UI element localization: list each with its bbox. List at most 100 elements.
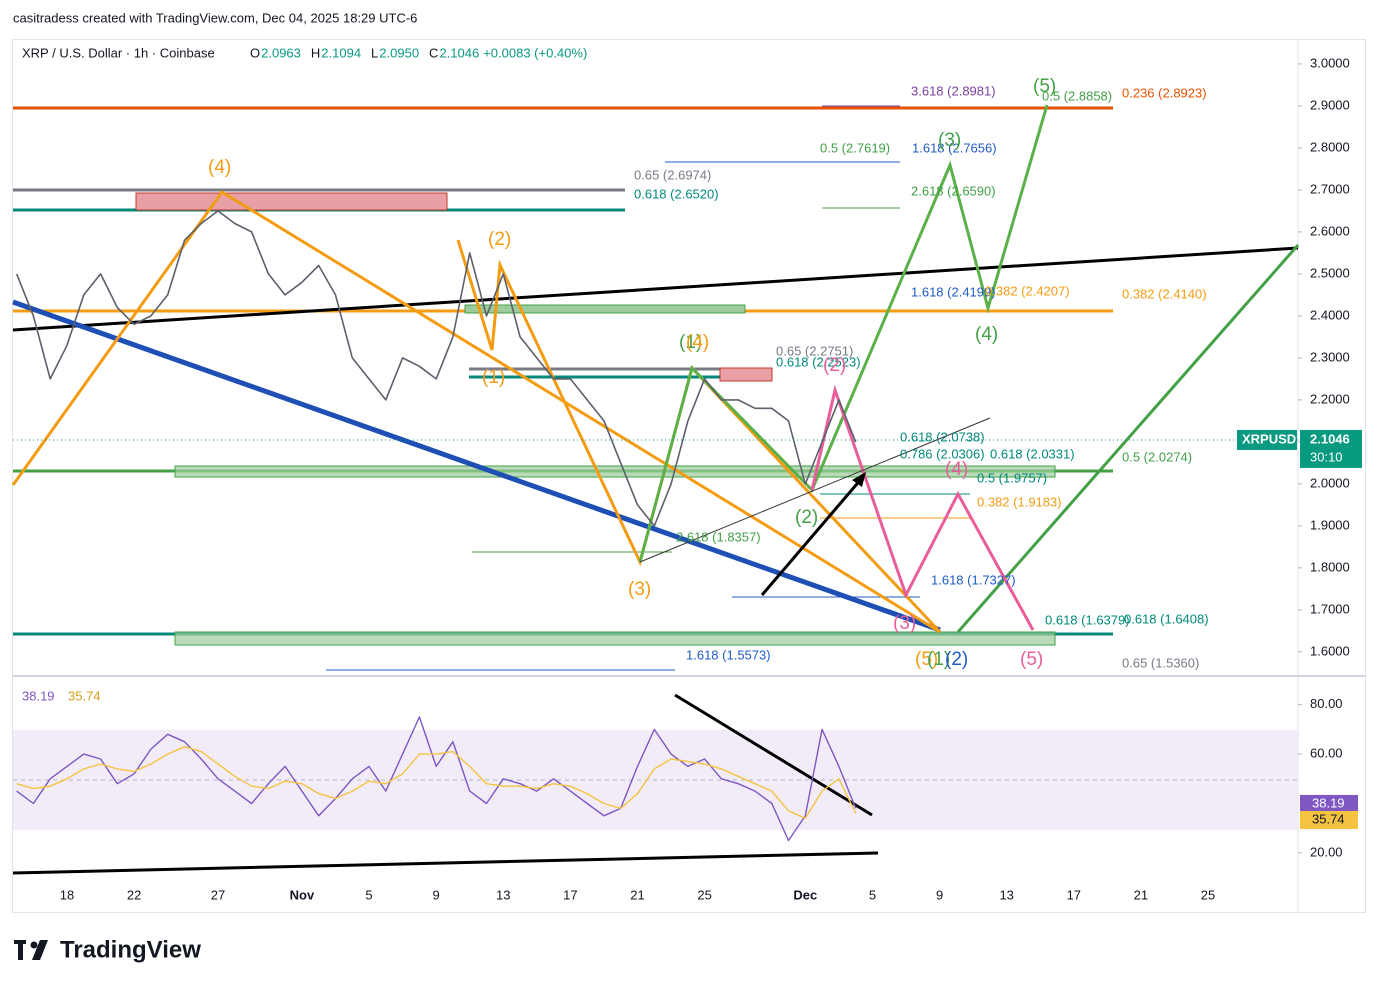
- y-tick-label: 80.00: [1310, 696, 1343, 711]
- y-tick-label: 2.8000: [1310, 139, 1350, 154]
- wave-label: (2): [823, 355, 846, 376]
- wave-label: (4): [945, 459, 968, 480]
- zone-box: [719, 367, 773, 382]
- y-tick-label: 2.3000: [1310, 349, 1350, 364]
- trend-line: [12, 299, 941, 633]
- y-tick-label: 2.7000: [1310, 181, 1350, 196]
- fib-label: 3.618 (2.8981): [911, 83, 996, 98]
- fib-label: 1.618 (2.4199): [911, 284, 996, 299]
- wave-label: (3): [938, 130, 961, 151]
- drawings: [11, 104, 1300, 875]
- x-tick-label: 13: [999, 887, 1013, 902]
- change: +0.0083 (+0.40%): [483, 45, 587, 60]
- wave-label: (4): [208, 157, 231, 178]
- x-tick-label: 22: [127, 887, 141, 902]
- credit: casitradess created with TradingView.com…: [13, 10, 417, 25]
- wave-label: (1): [482, 367, 505, 388]
- y-tick-label: 1.9000: [1310, 517, 1350, 532]
- zone-box: [174, 631, 1056, 646]
- brand: TradingView: [60, 936, 201, 963]
- fib-label: 1.618 (1.7327): [931, 572, 1016, 587]
- chart-frame: [12, 39, 1366, 913]
- x-tick-label: 17: [563, 887, 577, 902]
- price-tag: [1300, 429, 1362, 468]
- y-tick-label: 2.2000: [1310, 391, 1350, 406]
- y-tick-label: 1.7000: [1310, 601, 1350, 616]
- y-tick-label: 2.4000: [1310, 307, 1350, 322]
- trend-line: [12, 851, 879, 875]
- logo-mark: [30, 941, 38, 949]
- wave-label: (4): [975, 324, 998, 345]
- wave-label: (4): [686, 332, 709, 353]
- ohlc-key: O: [250, 45, 260, 60]
- rsi-line: [16, 746, 857, 819]
- y-tick-label: 2.0000: [1310, 475, 1350, 490]
- fib-label: 0.786 (2.0306): [900, 446, 985, 461]
- fib-label: 0.5 (2.8858): [1042, 88, 1112, 103]
- wave-label: (2): [795, 507, 818, 528]
- arrow-head: [852, 472, 866, 487]
- x-tick-label: 5: [869, 887, 876, 902]
- fib-label: 0.5 (2.0274): [1122, 449, 1192, 464]
- fib-label: 0.5 (2.7619): [820, 140, 890, 155]
- zone-box: [135, 192, 448, 211]
- symbol-tag-text: XRPUSD: [1242, 431, 1296, 446]
- rsi-tag: [1300, 810, 1358, 829]
- wave-label: (1): [679, 332, 702, 353]
- y-tick-label: 60.00: [1310, 746, 1343, 761]
- ohlc-value: 2.0963: [261, 45, 301, 60]
- fib-label: 1.618 (1.5573): [686, 647, 771, 662]
- rsi-legend-value: 38.19: [22, 688, 55, 703]
- logo-mark: [32, 940, 48, 960]
- fib-label: 0.618 (2.0331): [990, 446, 1075, 461]
- y-tick-label: 3.0000: [1310, 55, 1350, 70]
- fib-label: 0.65 (2.2751): [776, 343, 853, 358]
- fib-label: 0.618 (2.0738): [900, 429, 985, 444]
- x-tick-label: 9: [936, 887, 943, 902]
- wave-line: [638, 104, 1049, 563]
- y-tick-label: 2.5000: [1310, 265, 1350, 280]
- fib-label: 0.618 (1.6408): [1124, 611, 1209, 626]
- rsi-tag: [1300, 794, 1358, 813]
- trend-line: [674, 693, 873, 817]
- x-tick-label: 17: [1067, 887, 1081, 902]
- x-tick-label: 18: [60, 887, 74, 902]
- x-tick-label: 5: [365, 887, 372, 902]
- price-tag-text: 2.1046: [1310, 431, 1350, 446]
- x-tick-label: 25: [697, 887, 711, 902]
- rsi-legend-value: 35.74: [68, 688, 101, 703]
- zone-box: [464, 304, 746, 314]
- x-tick-label: Nov: [290, 887, 315, 902]
- y-tick-label: 1.6000: [1310, 643, 1350, 658]
- fib-label: 0.618 (1.6379): [1045, 612, 1130, 627]
- arrow: [760, 477, 864, 596]
- legend: XRP / U.S. Dollar · 1h · Coinbase O 2.096…: [22, 45, 587, 60]
- x-tick-label: 21: [1134, 887, 1148, 902]
- fib-label: 0.382 (2.4140): [1122, 286, 1207, 301]
- y-tick-label: 2.6000: [1310, 223, 1350, 238]
- wave-line: [11, 189, 941, 634]
- fib-label: 0.382 (2.4207): [985, 283, 1070, 298]
- channel-line: [639, 417, 991, 563]
- ohlc-key: H: [311, 45, 320, 60]
- wave-label: (2): [488, 229, 511, 250]
- fib-label: 0.65 (2.6974): [634, 167, 711, 182]
- fib-label: 1.618 (2.7656): [912, 140, 997, 155]
- ohlc-value: 2.1046: [439, 45, 479, 60]
- countdown: 30:10: [1310, 449, 1343, 464]
- ohlc-key: C: [429, 45, 438, 60]
- ohlc-key: L: [371, 45, 378, 60]
- logo-mark: [18, 940, 23, 960]
- x-tick-label: 25: [1201, 887, 1215, 902]
- wave-label: (5): [1020, 649, 1043, 670]
- fib-label: 0.382 (1.9183): [977, 494, 1062, 509]
- ohlc-value: 2.1094: [321, 45, 361, 60]
- price-line: [15, 210, 857, 527]
- fib-label: 0.618 (2.2523): [776, 354, 861, 369]
- y-tick-label: 1.8000: [1310, 559, 1350, 574]
- wave-label: (5): [1033, 76, 1056, 97]
- wave-label: (5): [915, 649, 938, 670]
- fib-label: 2.618 (1.8357): [676, 529, 761, 544]
